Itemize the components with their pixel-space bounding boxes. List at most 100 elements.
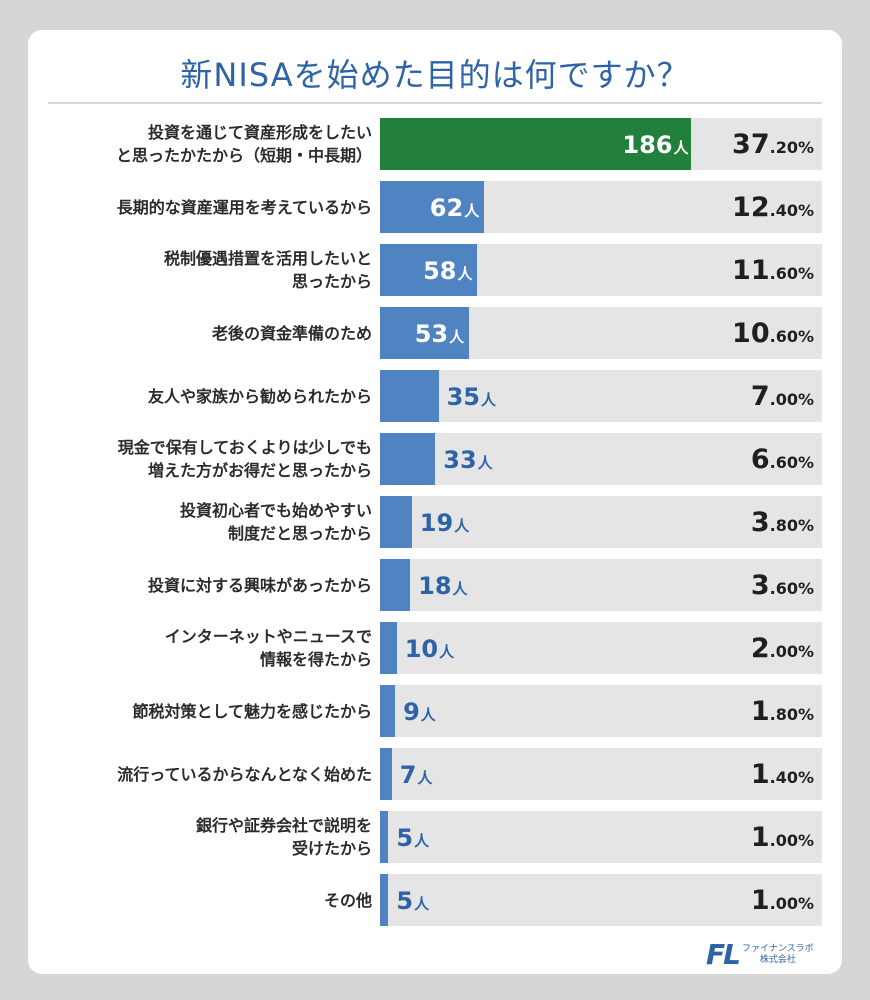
count-unit: 人 bbox=[449, 328, 465, 346]
count-unit: 人 bbox=[454, 517, 470, 535]
count-unit: 人 bbox=[477, 454, 493, 472]
title-divider bbox=[48, 102, 822, 104]
percent-decimal: .00% bbox=[769, 390, 814, 409]
percent-integer: 1 bbox=[750, 759, 770, 790]
percent-integer: 1 bbox=[750, 822, 770, 853]
percent-decimal: .60% bbox=[769, 264, 814, 283]
data-label-percent: 1.40% bbox=[751, 748, 814, 800]
count-number: 5 bbox=[396, 824, 414, 852]
bar bbox=[380, 307, 469, 359]
data-label-percent: 3.60% bbox=[751, 559, 814, 611]
chart-row: 銀行や証券会社で説明を 受けたから 5人 1.00% bbox=[0, 811, 870, 863]
category-label: 投資を通じて資産形成をしたい と思ったかたから（短期・中長期） bbox=[115, 123, 372, 165]
category-label: 銀行や証券会社で説明を 受けたから bbox=[195, 816, 372, 858]
data-label-count: 186人 bbox=[622, 118, 688, 170]
data-label-count: 58人 bbox=[423, 244, 472, 296]
chart-row: 投資に対する興味があったから 18人 3.60% bbox=[0, 559, 870, 611]
data-label-percent: 1.00% bbox=[751, 874, 814, 926]
data-label-count: 5人 bbox=[396, 811, 429, 863]
chart-row: 投資を通じて資産形成をしたい と思ったかたから（短期・中長期） 186人 37.20… bbox=[0, 118, 870, 170]
bar bbox=[380, 685, 396, 737]
category-label: 友人や家族から勧められたから bbox=[147, 386, 372, 406]
count-number: 9 bbox=[403, 698, 420, 726]
data-label-percent: 2.00% bbox=[751, 622, 814, 674]
data-label-count: 19人 bbox=[420, 496, 469, 548]
percent-decimal: .80% bbox=[769, 705, 814, 724]
data-label-count: 10人 bbox=[405, 622, 454, 674]
data-label-count: 18人 bbox=[418, 559, 467, 611]
percent-decimal: .00% bbox=[769, 831, 814, 850]
percent-decimal: .60% bbox=[769, 327, 814, 346]
bar bbox=[380, 748, 392, 800]
bar-track bbox=[380, 559, 822, 611]
bar-track bbox=[380, 433, 822, 485]
data-label-percent: 11.60% bbox=[732, 244, 814, 296]
bar bbox=[380, 496, 412, 548]
percent-integer: 10 bbox=[732, 318, 770, 349]
bar-track bbox=[380, 811, 822, 863]
bar bbox=[380, 559, 411, 611]
bar bbox=[380, 118, 692, 170]
count-number: 35 bbox=[446, 383, 480, 411]
count-number: 53 bbox=[414, 320, 449, 348]
bar bbox=[380, 811, 389, 863]
data-label-count: 7人 bbox=[400, 748, 433, 800]
category-label: 税制優遇措置を活用したいと 思ったから bbox=[163, 249, 372, 291]
chart-row: 節税対策として魅力を感じたから 9人 1.80% bbox=[0, 685, 870, 737]
count-number: 19 bbox=[419, 509, 454, 537]
percent-integer: 11 bbox=[732, 255, 770, 286]
data-label-count: 53人 bbox=[415, 307, 464, 359]
category-label: 流行っているからなんとなく始めた bbox=[117, 764, 372, 784]
logo-mark: FL bbox=[706, 938, 741, 971]
percent-integer: 6 bbox=[750, 444, 770, 475]
bar bbox=[380, 181, 484, 233]
count-number: 62 bbox=[429, 194, 464, 222]
bar-track bbox=[380, 685, 822, 737]
bar bbox=[380, 874, 389, 926]
chart-row: 税制優遇措置を活用したいと 思ったから 58人 11.60% bbox=[0, 244, 870, 296]
logo-text: ファイナンスラボ 株式会社 bbox=[742, 944, 814, 965]
count-number: 10 bbox=[404, 635, 439, 663]
data-label-count: 9人 bbox=[403, 685, 436, 737]
percent-decimal: .60% bbox=[769, 579, 814, 598]
data-label-count: 5人 bbox=[396, 874, 429, 926]
company-logo: FL ファイナンスラボ 株式会社 bbox=[706, 938, 846, 974]
count-unit: 人 bbox=[417, 769, 433, 787]
percent-integer: 37 bbox=[732, 129, 770, 160]
count-unit: 人 bbox=[464, 202, 480, 220]
category-label: 老後の資金準備のため bbox=[211, 323, 372, 343]
chart-row: 投資初心者でも始めやすい 制度だと思ったから 19人 3.80% bbox=[0, 496, 870, 548]
data-label-percent: 6.60% bbox=[751, 433, 814, 485]
chart-row: 現金で保有しておくよりは少しでも 増えた方がお得だと思ったから 33人 6.60% bbox=[0, 433, 870, 485]
data-label-percent: 12.40% bbox=[732, 181, 814, 233]
count-number: 186 bbox=[622, 131, 673, 159]
data-label-count: 33人 bbox=[443, 433, 492, 485]
bar-track bbox=[380, 874, 822, 926]
percent-decimal: .80% bbox=[769, 516, 814, 535]
percent-decimal: .00% bbox=[769, 894, 814, 913]
count-number: 7 bbox=[399, 761, 417, 789]
count-unit: 人 bbox=[673, 139, 689, 157]
percent-decimal: .40% bbox=[769, 201, 814, 220]
percent-integer: 2 bbox=[750, 633, 770, 664]
bar-track bbox=[380, 496, 822, 548]
category-label: インターネットやニュースで 情報を得たから bbox=[164, 627, 372, 669]
percent-integer: 7 bbox=[750, 381, 770, 412]
chart-row: 老後の資金準備のため 53人 10.60% bbox=[0, 307, 870, 359]
percent-integer: 1 bbox=[750, 885, 770, 916]
percent-integer: 3 bbox=[750, 507, 770, 538]
data-label-percent: 37.20% bbox=[732, 118, 814, 170]
count-unit: 人 bbox=[420, 706, 436, 724]
chart-title: 新NISAを始めた目的は何ですか？ bbox=[180, 56, 690, 94]
data-label-percent: 7.00% bbox=[751, 370, 814, 422]
data-label-percent: 3.80% bbox=[751, 496, 814, 548]
count-number: 58 bbox=[423, 257, 457, 285]
chart-row: 長期的な資産運用を考えているから 62人 12.40% bbox=[0, 181, 870, 233]
data-label-percent: 1.00% bbox=[751, 811, 814, 863]
chart-row: 流行っているからなんとなく始めた 7人 1.40% bbox=[0, 748, 870, 800]
data-label-percent: 10.60% bbox=[732, 307, 814, 359]
count-unit: 人 bbox=[452, 580, 468, 598]
data-label-percent: 1.80% bbox=[751, 685, 814, 737]
percent-integer: 3 bbox=[750, 570, 770, 601]
